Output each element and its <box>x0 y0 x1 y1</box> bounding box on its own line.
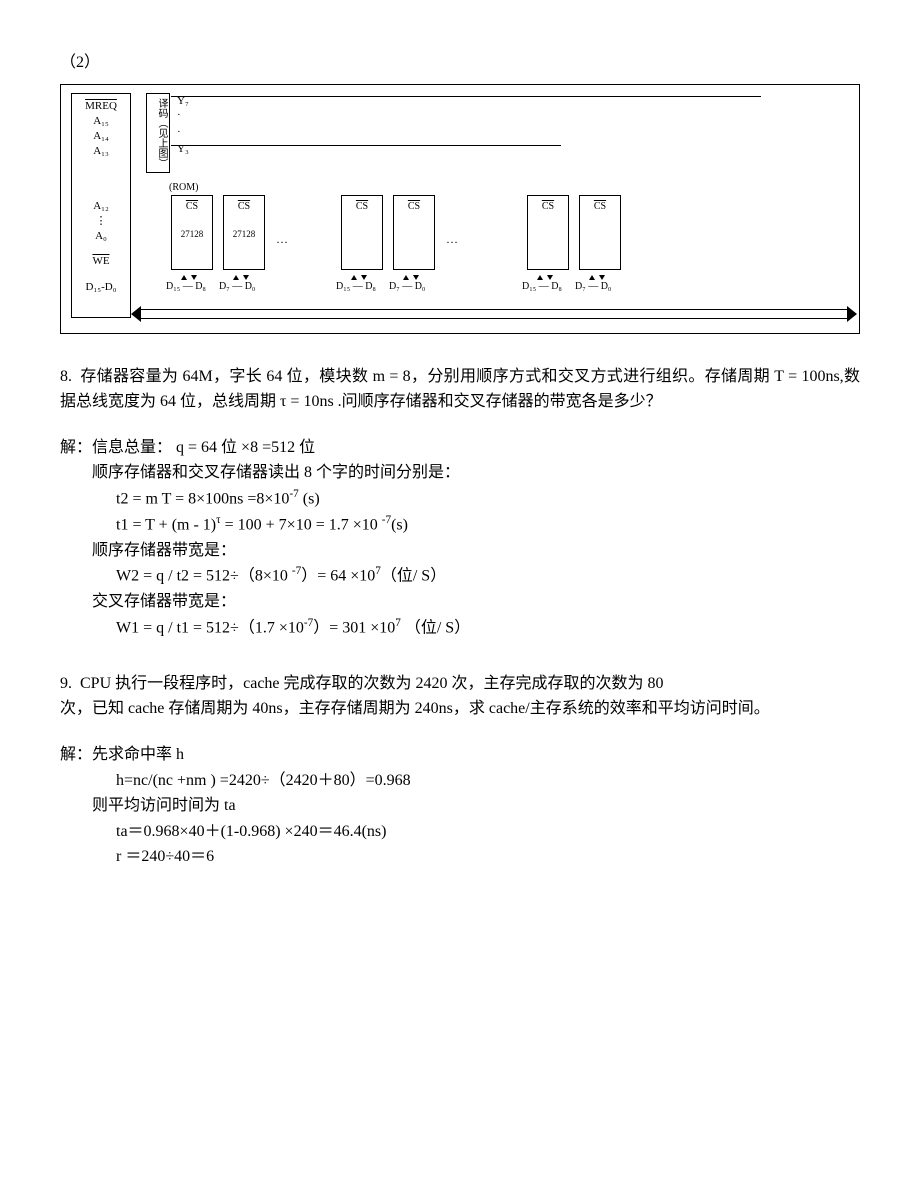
q8-text: 存储器容量为 64M，字长 64 位，模块数 m = 8，分别用顺序方式和交叉方… <box>60 368 860 411</box>
q8-l6-tail: （位/ S） <box>381 568 446 585</box>
sol-label: 解： <box>60 746 92 763</box>
q9-l4: ta＝0.968×40＋(1-0.968) ×240＝46.4(ns) <box>116 819 860 845</box>
q8-l6-exp: -7 <box>292 565 301 577</box>
data-bus <box>139 309 849 319</box>
d-label-g2l: D₁₅ — D₈ <box>336 279 376 295</box>
a0-signal: A₀ <box>76 229 126 243</box>
a12-signal: A₁₂ <box>76 199 126 213</box>
solution-8: 解：信息总量： q = 64 位 ×8 =512 位 顺序存储器和交叉存储器读出… <box>60 435 860 641</box>
memory-diagram: MREQ A₁₅ A₁₄ A₁₃ A₁₂ ⋮ A₀ WE D₁₅-D₀ 译码（见… <box>60 84 860 334</box>
section-label: （2） <box>60 54 100 71</box>
sol-label: 解： <box>60 439 92 456</box>
a15-signal: A₁₅ <box>76 114 126 128</box>
signal-box: MREQ A₁₅ A₁₄ A₁₃ A₁₂ ⋮ A₀ WE D₁₅-D₀ <box>71 93 131 318</box>
q8-l4-tail: (s) <box>391 516 408 533</box>
q9-number: 9. <box>60 675 72 692</box>
chip-4: CS <box>393 195 435 270</box>
q8-l3-tail: (s) <box>299 490 320 507</box>
chip-6: CS <box>579 195 621 270</box>
chip-27128-1: CS 27128 <box>171 195 213 270</box>
solution-9: 解：先求命中率 h h=nc/(nc +nm ) =2420÷（2420＋80）… <box>60 742 860 870</box>
q8-l8-exp: -7 <box>304 617 313 629</box>
q9-l2: h=nc/(nc +nm ) =2420÷（2420＋80）=0.968 <box>116 768 860 794</box>
q8-l8b: ）= 301 ×10 <box>313 619 395 636</box>
y-dots: ·· <box>177 107 181 142</box>
question-9: 9. CPU 执行一段程序时，cache 完成存取的次数为 2420 次，主存完成… <box>60 671 860 722</box>
q8-l4b: = 100 + 7×10 = 1.7 ×10 <box>221 516 382 533</box>
d-label-g1l: D₁₅ — D₈ <box>166 279 206 295</box>
q8-l4a: t1 = T + (m - 1) <box>116 516 216 533</box>
q9-text2: 次，已知 cache 存储周期为 40ns，主存存储周期为 240ns，求 ca… <box>60 696 860 722</box>
q8-l5: 顺序存储器带宽是： <box>92 538 860 564</box>
chip-27128-2: CS 27128 <box>223 195 265 270</box>
q9-l5: r ＝240÷40＝6 <box>116 844 860 870</box>
dbus-signal: D₁₅-D₀ <box>76 280 126 294</box>
y3-label: Y₃ <box>177 141 189 159</box>
dots-2: … <box>446 230 460 249</box>
q8-l4-exp: -7 <box>382 514 391 526</box>
q8-l8a: W1 = q / t1 = 512÷（1.7 ×10 <box>116 619 304 636</box>
chip-3: CS <box>341 195 383 270</box>
decoder-label: 译码（见上图） <box>156 98 167 168</box>
amid-signal: ⋮ <box>76 214 126 228</box>
rom-label: (ROM) <box>169 180 198 196</box>
q9-l1: 先求命中率 h <box>92 746 184 763</box>
section-header: （2） <box>60 50 860 76</box>
q8-l1: 信息总量： q = 64 位 ×8 =512 位 <box>92 439 315 456</box>
question-8: 8.存储器容量为 64M，字长 64 位，模块数 m = 8，分别用顺序方式和交… <box>60 364 860 415</box>
chip-5: CS <box>527 195 569 270</box>
mreq-signal: MREQ <box>85 99 117 113</box>
d-label-g3r: D₇ — D₀ <box>575 279 611 295</box>
q8-l2: 顺序存储器和交叉存储器读出 8 个字的时间分别是： <box>92 460 860 486</box>
q8-l6a: W2 = q / t2 = 512÷（8×10 <box>116 568 292 585</box>
y3-line <box>171 145 561 146</box>
q8-l3-exp: -7 <box>289 488 298 500</box>
we-signal: WE <box>92 254 109 268</box>
q8-l7: 交叉存储器带宽是： <box>92 589 860 615</box>
d-label-g1r: D₇ — D₀ <box>219 279 255 295</box>
a13-signal: A₁₃ <box>76 144 126 158</box>
q8-number: 8. <box>60 368 72 385</box>
y7-line <box>171 96 761 97</box>
q9-text1: CPU 执行一段程序时，cache 完成存取的次数为 2420 次，主存完成存取… <box>80 675 664 692</box>
q9-l3: 则平均访问时间为 ta <box>92 793 860 819</box>
q8-l8-tail: （位/ S） <box>401 619 470 636</box>
a14-signal: A₁₄ <box>76 129 126 143</box>
decoder-box: 译码（见上图） <box>146 93 170 173</box>
dots-1: … <box>276 230 290 249</box>
d-label-g2r: D₇ — D₀ <box>389 279 425 295</box>
q8-l3: t2 = m T = 8×100ns =8×10 <box>116 490 289 507</box>
d-label-g3l: D₁₅ — D₈ <box>522 279 562 295</box>
q8-l6b: ）= 64 ×10 <box>301 568 375 585</box>
